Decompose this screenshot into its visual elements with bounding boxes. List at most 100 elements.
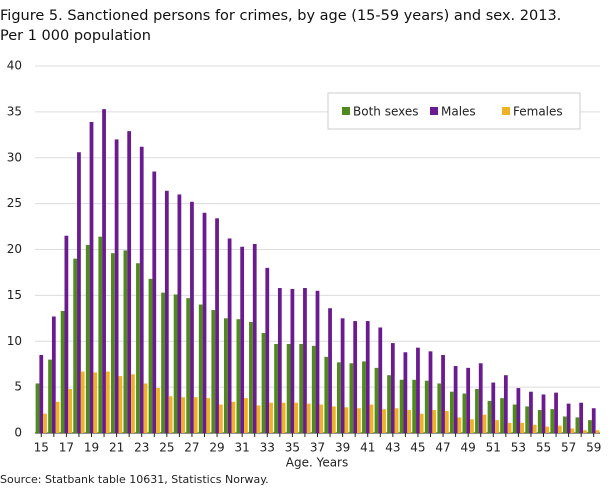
bar [470,419,474,433]
bar [595,430,600,433]
bar [575,417,580,433]
x-tick-label: 33 [260,441,275,455]
bar [444,410,449,433]
x-tick-label: 23 [134,441,149,455]
chart-subtitle: Per 1 000 population [0,28,151,44]
legend-label: Both sexes [353,105,419,119]
bar [487,400,492,433]
x-tick-label: 29 [209,441,224,455]
x-tick-label: 25 [159,441,174,455]
bar [256,405,261,433]
bar [265,267,270,433]
x-tick-label: 55 [536,441,551,455]
bar [73,258,78,433]
bar [416,347,420,433]
x-tick-label: 47 [435,441,450,455]
bar [566,403,571,433]
bar [324,356,329,433]
bar [85,244,90,433]
bar [110,253,115,433]
bar [290,288,295,433]
bar [48,359,52,433]
x-tick-label: 53 [511,441,526,455]
x-tick-label: 57 [561,441,576,455]
y-tick-label: 40 [7,59,22,73]
bar [516,388,521,433]
bar [532,424,537,433]
x-tick-label: 19 [84,441,99,455]
bar [148,278,153,433]
x-tick-label: 45 [410,441,425,455]
bar [173,294,178,433]
bar [365,321,370,433]
y-tick-label: 35 [7,104,22,118]
source: Source: Statbank table 10631, Statistics… [0,473,269,486]
bar [491,382,496,433]
bar [407,410,412,433]
bar [387,375,391,433]
legend-swatch [502,107,510,115]
bar [562,416,567,433]
bar [249,321,253,433]
bar [164,190,169,433]
bar [131,374,135,433]
bar [89,121,94,433]
bar [35,383,40,433]
x-tick-label: 17 [59,441,74,455]
y-tick-label: 20 [7,242,22,256]
bar [143,383,148,433]
bar [466,367,471,433]
bar [583,430,587,433]
bar [114,139,119,433]
y-tick-label: 25 [7,196,22,210]
bar [139,146,144,434]
bar [432,410,437,433]
legend-box [327,92,581,130]
x-tick-label: 31 [235,441,250,455]
bar [357,408,361,433]
bar [43,413,47,433]
bar [328,308,332,433]
bar [281,402,286,433]
bar [340,318,345,433]
bar [294,402,299,433]
bar [223,318,228,433]
bar [98,236,103,433]
bar [168,396,173,433]
bar [428,351,433,433]
legend-swatch [342,107,350,115]
bar [55,401,60,433]
bar [457,417,462,433]
bar [236,319,241,433]
x-tick-label: 41 [360,441,375,455]
bar [419,413,424,433]
x-tick-label: 43 [385,441,400,455]
bar [403,352,408,433]
bar [105,371,110,433]
bar [462,393,467,433]
bar [244,398,248,433]
bar [306,403,311,433]
bar [311,345,316,433]
x-tick-label: 15 [34,441,49,455]
bar [331,406,336,433]
bar [190,201,194,433]
bar [39,355,44,433]
bar [591,408,596,433]
x-tick-label: 59 [586,441,601,455]
chart-title: Figure 5. Sanctioned persons for crimes,… [0,8,561,24]
bar [218,404,223,433]
bar [277,288,282,433]
bar [369,404,374,433]
bar [77,152,81,433]
bar [286,344,291,433]
bar [394,408,399,433]
bar [64,235,69,433]
bar [545,426,550,433]
bar [231,401,236,433]
bar [550,409,555,433]
x-tick-label: 51 [486,441,501,455]
bar [303,288,307,433]
bar [261,332,266,433]
